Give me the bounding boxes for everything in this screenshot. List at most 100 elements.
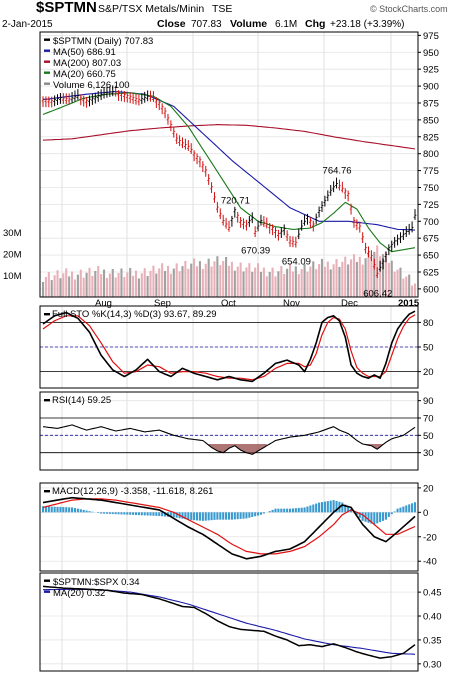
volume-bar-123 [399, 267, 402, 297]
volume-bar-20 [100, 274, 103, 297]
macd-hist-bar-35 [143, 512, 146, 516]
volume-bar-98 [326, 261, 329, 297]
rsi-panel-frame [39, 391, 419, 471]
macd-hist-bar-5 [56, 506, 59, 513]
rsi-line [42, 424, 416, 455]
volume-bar-46 [175, 263, 178, 297]
volume-bar-9 [68, 276, 71, 297]
close-value: 707.83 [191, 19, 222, 30]
macd-hist-bar-8 [65, 507, 68, 513]
chart-ticker: $SPTMN [36, 0, 97, 16]
volume-bar-104 [344, 256, 347, 297]
volume-bar-67 [236, 266, 239, 297]
volume-bar-2 [47, 272, 50, 297]
volume-bar-119 [387, 262, 390, 297]
volume-label: Volume [230, 18, 267, 30]
volume-bar-91 [306, 271, 309, 297]
macd-hist-bar-50 [187, 512, 190, 520]
volume-bar-113 [370, 258, 373, 297]
price-annotation-3: 654.09 [282, 256, 311, 267]
volume-bar-22 [105, 278, 108, 297]
volume-bar-57 [207, 258, 210, 297]
macd-hist-bar-10 [71, 507, 74, 513]
volume-bar-17 [91, 275, 94, 297]
ratio-legend-swatch-0 [44, 579, 50, 582]
volume-bar-3 [50, 280, 53, 297]
volume-bar-63 [225, 256, 228, 297]
macd-hist-bar-0 [41, 506, 45, 513]
macd-hist-bar-44 [169, 512, 172, 517]
macd-hist-bar-91 [306, 506, 309, 513]
sto-panel-frame [39, 305, 419, 389]
volume-bar-121 [393, 271, 396, 297]
macd-hist-bar-120 [390, 512, 393, 515]
volume-bar-82 [280, 266, 283, 297]
macd-hist-bar-39 [155, 512, 158, 516]
x-tick-label-4: Dec [341, 298, 358, 309]
ratio-y-tick-label-1: 0.35 [423, 635, 442, 646]
macd-hist-bar-27 [120, 512, 123, 515]
volume-bar-64 [227, 265, 231, 297]
volume-bar-124 [402, 278, 405, 297]
macd-hist-bar-112 [367, 512, 370, 523]
volume-bar-79 [271, 267, 274, 297]
volume-tick-label-2: 30M [3, 228, 22, 239]
volume-bar-95 [318, 264, 321, 297]
ratio-y-tick-label-3: 0.45 [423, 588, 442, 599]
macd-y-tick-label-0: -40 [423, 557, 437, 568]
ma200-line [42, 124, 416, 150]
macd-hist-bar-65 [230, 512, 233, 520]
macd-y-tick-label-1: -20 [423, 532, 437, 543]
ratio-legend-label-0: $SPTMN:$SPX 0.34 [53, 577, 140, 588]
macd-hist-bar-101 [335, 500, 338, 513]
macd-hist-bar-46 [175, 512, 178, 518]
rsi-y-tick-label-1: 50 [423, 431, 434, 442]
ratio-y-tick-label-0: 0.30 [423, 659, 442, 670]
volume-bar-74 [257, 263, 260, 297]
macd-hist-bar-128 [413, 502, 417, 513]
macd-y-tick-label-2: 0 [423, 508, 428, 519]
price-legend-label-1: MA(50) 686.91 [53, 47, 116, 58]
macd-hist-bar-45 [172, 512, 175, 518]
chg-label: Chg [305, 18, 325, 30]
volume-bar-90 [303, 263, 306, 297]
volume-bar-14 [82, 277, 85, 297]
volume-bar-97 [323, 266, 326, 297]
macd-hist-bar-95 [318, 502, 321, 513]
macd-hist-bar-24 [111, 512, 114, 515]
x-tick-label-1: Sep [154, 298, 171, 309]
volume-bar-38 [152, 265, 155, 297]
volume-bar-0 [41, 281, 45, 297]
volume-bar-102 [338, 266, 341, 297]
volume-bar-118 [384, 251, 387, 297]
price-legend-swatch-4 [44, 82, 50, 85]
volume-bar-28 [123, 276, 126, 297]
price-legend-swatch-3 [44, 71, 50, 74]
macd-hist-bar-105 [347, 506, 350, 513]
volume-bar-86 [291, 271, 294, 297]
volume-bar-61 [219, 265, 222, 297]
macd-hist-bar-28 [123, 512, 126, 515]
macd-hist-bar-16 [88, 511, 91, 513]
volume-bar-125 [405, 276, 408, 297]
macd-hist-bar-81 [277, 508, 280, 513]
volume-bar-87 [294, 266, 297, 297]
macd-hist-bar-57 [207, 512, 210, 521]
macd-hist-bar-68 [239, 512, 242, 519]
chg-value: +23.18 (+3.39%) [330, 19, 405, 30]
volume-bar-45 [172, 268, 175, 297]
price-y-tick-label-8: 800 [423, 149, 439, 160]
macd-hist-bar-19 [97, 512, 100, 513]
volume-bar-65 [230, 261, 233, 297]
macd-hist-bar-93 [312, 504, 315, 513]
macd-hist-bar-61 [219, 512, 222, 520]
volume-bar-83 [283, 273, 286, 297]
volume-bar-49 [184, 260, 187, 297]
macd-hist-bar-20 [100, 512, 103, 514]
volume-bar-5 [56, 270, 59, 297]
macd-legend-label: MACD(12,26,9) -3.358, -11.618, 8.261 [52, 486, 213, 497]
volume-bar-62 [222, 261, 225, 297]
macd-hist-bar-110 [361, 512, 364, 521]
volume-bar-66 [233, 270, 236, 297]
volume-bar-31 [132, 275, 135, 297]
